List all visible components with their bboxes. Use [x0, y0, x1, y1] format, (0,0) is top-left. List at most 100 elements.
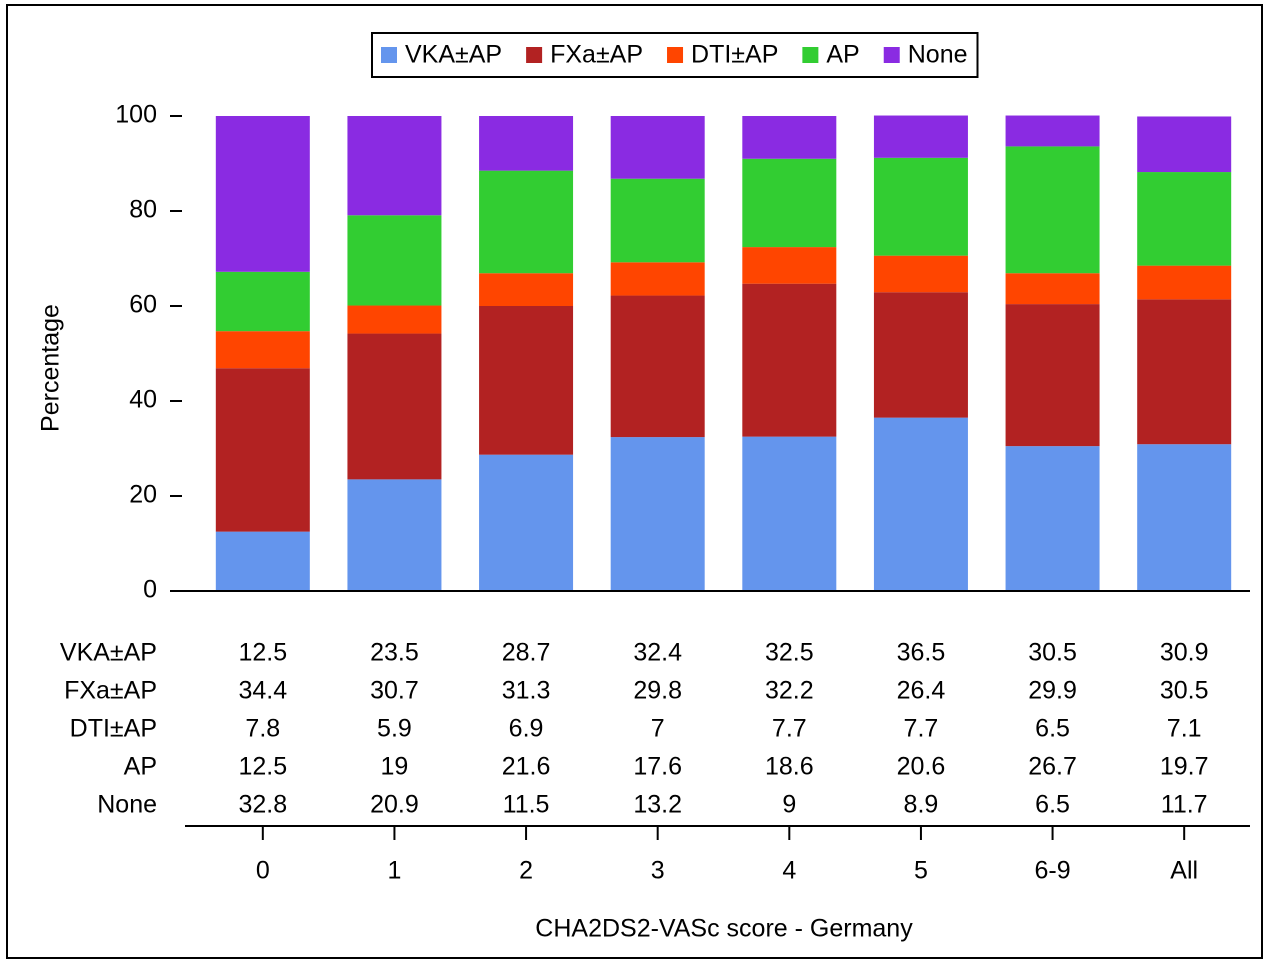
table-cell: 20.6	[897, 753, 946, 781]
table-cell: 7.7	[772, 715, 807, 743]
y-tick-label: 20	[129, 481, 157, 509]
legend-label: VKA±AP	[405, 41, 502, 69]
bar-segment	[873, 292, 968, 418]
bar-segment	[610, 116, 705, 179]
bar-segment	[1005, 146, 1100, 274]
table-cell: 30.9	[1160, 639, 1209, 667]
bar-segment	[215, 271, 310, 332]
table-cell: 32.8	[238, 791, 287, 819]
bar-segment	[347, 305, 442, 334]
table-row-label: DTI±AP	[70, 715, 157, 743]
bar-segment	[215, 116, 310, 272]
table-cell: 28.7	[502, 639, 551, 667]
table-cell: 8.9	[904, 791, 939, 819]
table-cell: 12.5	[238, 639, 287, 667]
y-tick-label: 0	[143, 576, 157, 604]
table-cell: 7	[651, 715, 665, 743]
bar-segment	[1137, 299, 1232, 445]
table-cell: 6.5	[1035, 791, 1070, 819]
bar-segment	[347, 215, 442, 306]
bar-segment	[873, 255, 968, 293]
legend-swatch	[667, 47, 684, 63]
table-row-label: VKA±AP	[60, 639, 157, 667]
bar-segment	[873, 417, 968, 591]
table-cell: 30.5	[1160, 677, 1209, 705]
bar-segment	[1005, 115, 1100, 147]
legend-swatch	[526, 47, 543, 63]
y-tick-label: 100	[115, 101, 157, 129]
table-cell: 30.7	[370, 677, 419, 705]
bar-segment	[742, 436, 837, 591]
table-cell: 32.2	[765, 677, 814, 705]
x-tick-label: 4	[782, 857, 796, 885]
y-axis-title: Percentage	[37, 304, 65, 432]
y-tick-label: 60	[129, 291, 157, 319]
table-cell: 32.4	[633, 639, 682, 667]
legend-swatch	[883, 47, 900, 63]
table-row-label: None	[97, 791, 157, 819]
bar-segment	[347, 479, 442, 591]
bar-segment	[610, 437, 705, 591]
legend-label: None	[908, 41, 968, 69]
y-tick-label: 80	[129, 196, 157, 224]
bar-segment	[742, 158, 837, 248]
table-cell: 26.7	[1028, 753, 1077, 781]
table-cell: 21.6	[502, 753, 551, 781]
table-cell: 5.9	[377, 715, 412, 743]
bar-segment	[873, 157, 968, 256]
legend-swatch	[381, 47, 397, 63]
bar-segment	[1137, 116, 1232, 173]
bar-segment	[479, 306, 574, 455]
bar-segment	[610, 178, 705, 263]
table-cell: 7.8	[245, 715, 280, 743]
table-cell: 23.5	[370, 639, 419, 667]
bar-segment	[1005, 273, 1100, 305]
bar-segment	[610, 295, 705, 438]
table-cell: 7.7	[904, 715, 939, 743]
table-cell: 29.8	[633, 677, 682, 705]
table-cell: 19.7	[1160, 753, 1209, 781]
bar-segment	[1137, 444, 1232, 591]
bar-segment	[1005, 304, 1100, 447]
table-cell: 11.5	[503, 791, 550, 819]
bar-segment	[479, 273, 574, 306]
y-tick-label: 40	[129, 386, 157, 414]
table-cell: 18.6	[765, 753, 814, 781]
table-cell: 12.5	[238, 753, 287, 781]
bar-segment	[215, 531, 310, 591]
bar-segment	[1137, 172, 1232, 266]
bar-segment	[873, 115, 968, 158]
x-tick-label: 3	[651, 857, 665, 885]
bar-segment	[479, 170, 574, 274]
table-cell: 30.5	[1028, 639, 1077, 667]
bar-segment	[742, 116, 837, 159]
table-cell: 31.3	[502, 677, 551, 705]
bar-segment	[1137, 265, 1232, 300]
bar-segment	[479, 454, 574, 591]
bar-segment	[1005, 446, 1100, 591]
table-cell: 36.5	[897, 639, 946, 667]
bar-segment	[479, 116, 574, 171]
table-cell: 6.5	[1035, 715, 1070, 743]
bar-segment	[215, 368, 310, 532]
legend-label: FXa±AP	[550, 41, 643, 69]
table-cell: 11.7	[1161, 791, 1208, 819]
table-cell: 13.2	[633, 791, 682, 819]
legend-swatch	[802, 47, 819, 63]
bar-segment	[347, 333, 442, 480]
x-axis-title: CHA2DS2-VASc score - Germany	[535, 915, 913, 943]
table-row-label: FXa±AP	[64, 677, 157, 705]
x-tick-label: 5	[914, 857, 928, 885]
x-tick-label: 0	[256, 857, 270, 885]
table-cell: 26.4	[897, 677, 946, 705]
x-tick-label: 6-9	[1034, 857, 1070, 885]
table-row-label: AP	[124, 753, 157, 781]
x-tick-label: 1	[387, 857, 401, 885]
bar-segment	[347, 116, 442, 216]
table-cell: 6.9	[509, 715, 544, 743]
table-cell: 9	[782, 791, 796, 819]
table-cell: 19	[381, 753, 409, 781]
bar-segment	[742, 247, 837, 284]
table-cell: 29.9	[1028, 677, 1077, 705]
